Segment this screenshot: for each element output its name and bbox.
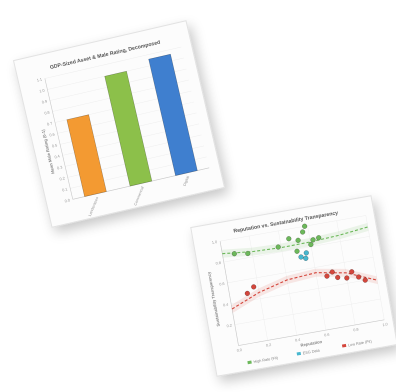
scatter-point [329, 269, 335, 275]
y-tick-label: 0.8 [44, 110, 50, 115]
gridline [227, 256, 374, 284]
x-tick-label: Digital [183, 175, 191, 186]
bar-chart-card: GDP-Sized Asset & Male Rating, Decompose… [12, 20, 226, 228]
scatter-point [335, 274, 341, 281]
y-axis [219, 241, 239, 346]
y-tick-label: 0.6 [219, 282, 225, 287]
scatter-point [302, 223, 308, 229]
legend-label: Low Rate (Fit) [348, 339, 373, 347]
y-tick-label: 0.7 [47, 121, 53, 126]
scatter-chart-x-axis-label: Reputation [300, 339, 323, 348]
y-tick-label: 1.1 [36, 78, 42, 83]
y-tick-label: 0.2 [59, 176, 65, 181]
scatter-point [298, 254, 304, 260]
scatter-point [324, 273, 330, 279]
scatter-point [356, 274, 362, 280]
scatter-point [303, 250, 309, 256]
gridline [278, 230, 298, 336]
scatter-point [251, 284, 257, 290]
scatter-point [300, 229, 306, 235]
x-tick-label: 0.4 [295, 338, 301, 343]
x-tick-label: 0.2 [266, 343, 272, 348]
y-tick-label: 0.5 [52, 143, 58, 148]
y-tick-label: 1.0 [212, 240, 218, 245]
x-tick-label: 0.8 [353, 327, 359, 332]
scatter-point [310, 237, 316, 243]
gridline [44, 46, 182, 79]
gridline [234, 298, 381, 325]
y-tick-label: 0.1 [62, 187, 68, 192]
gridline [248, 235, 268, 341]
scatter-point [316, 235, 322, 241]
scatter-point [295, 237, 301, 243]
gridline [231, 277, 377, 305]
y-tick-label: 1.0 [39, 89, 45, 94]
x-tick-label: 0.6 [324, 333, 330, 338]
y-tick-label: 0.4 [223, 303, 229, 308]
scatter-point [286, 236, 292, 242]
legend-swatch [341, 343, 347, 348]
bar-digital [148, 53, 198, 176]
scatter-point [245, 250, 251, 257]
scatter-point [349, 269, 355, 275]
trend-band-2 [231, 268, 378, 313]
scatter-point [294, 248, 300, 254]
scatter-chart: Reputation vs. Sustainability Transparen… [206, 210, 388, 365]
y-axis [44, 78, 74, 200]
gridline [365, 215, 385, 320]
x-tick-label: 1.0 [382, 322, 388, 327]
legend-label: ESG Data [303, 348, 321, 355]
x-axis [238, 319, 385, 346]
y-tick-label: 0.2 [226, 324, 232, 329]
scatter-chart-title: Reputation vs. Sustainability Transparen… [233, 210, 339, 234]
bar-landscapes [66, 114, 107, 197]
legend-swatch [247, 360, 252, 365]
scatter-chart-plot: 0.2 0.4 0.6 0.8 1.0 0.0 0.2 0.4 0.6 0.8 1.0 High Ra… [212, 215, 388, 365]
y-tick-label: 0.9 [41, 99, 47, 104]
scatter-point [344, 275, 350, 281]
bar-commercial [104, 70, 153, 187]
bar-chart-plot: 0.0 0.1 0.2 0.3 0.4 0.5 0.6 0.7 0.8 0.9 1.0 1.1 Land… [36, 46, 210, 217]
scatter-chart-y-axis-label: Sustainability Transparency [206, 271, 221, 327]
x-tick-label: Commercial [133, 186, 144, 206]
y-tick-label: 0.6 [49, 132, 55, 137]
legend-label: High Rate (Fit) [253, 356, 279, 364]
scatter-point [303, 255, 309, 261]
gridline [220, 215, 366, 242]
y-tick-label: 0.8 [215, 261, 221, 266]
scatter-point [362, 277, 368, 283]
scatter-point [244, 290, 250, 296]
x-tick-label: Landscapes [88, 196, 99, 217]
scatter-chart-card: Reputation vs. Sustainability Transparen… [190, 195, 396, 377]
trend-band-0 [221, 222, 369, 258]
y-tick-label: 0.3 [57, 165, 63, 170]
legend-swatch [296, 351, 302, 356]
scatter-point [308, 241, 314, 248]
scatter-point [231, 251, 237, 257]
y-tick-label: 0.0 [64, 198, 70, 203]
y-tick-label: 0.4 [54, 154, 60, 159]
bar-chart: GDP-Sized Asset & Male Rating, Decompose… [36, 40, 210, 217]
x-tick-label: 0.0 [236, 348, 242, 353]
scatter-point [275, 244, 281, 250]
